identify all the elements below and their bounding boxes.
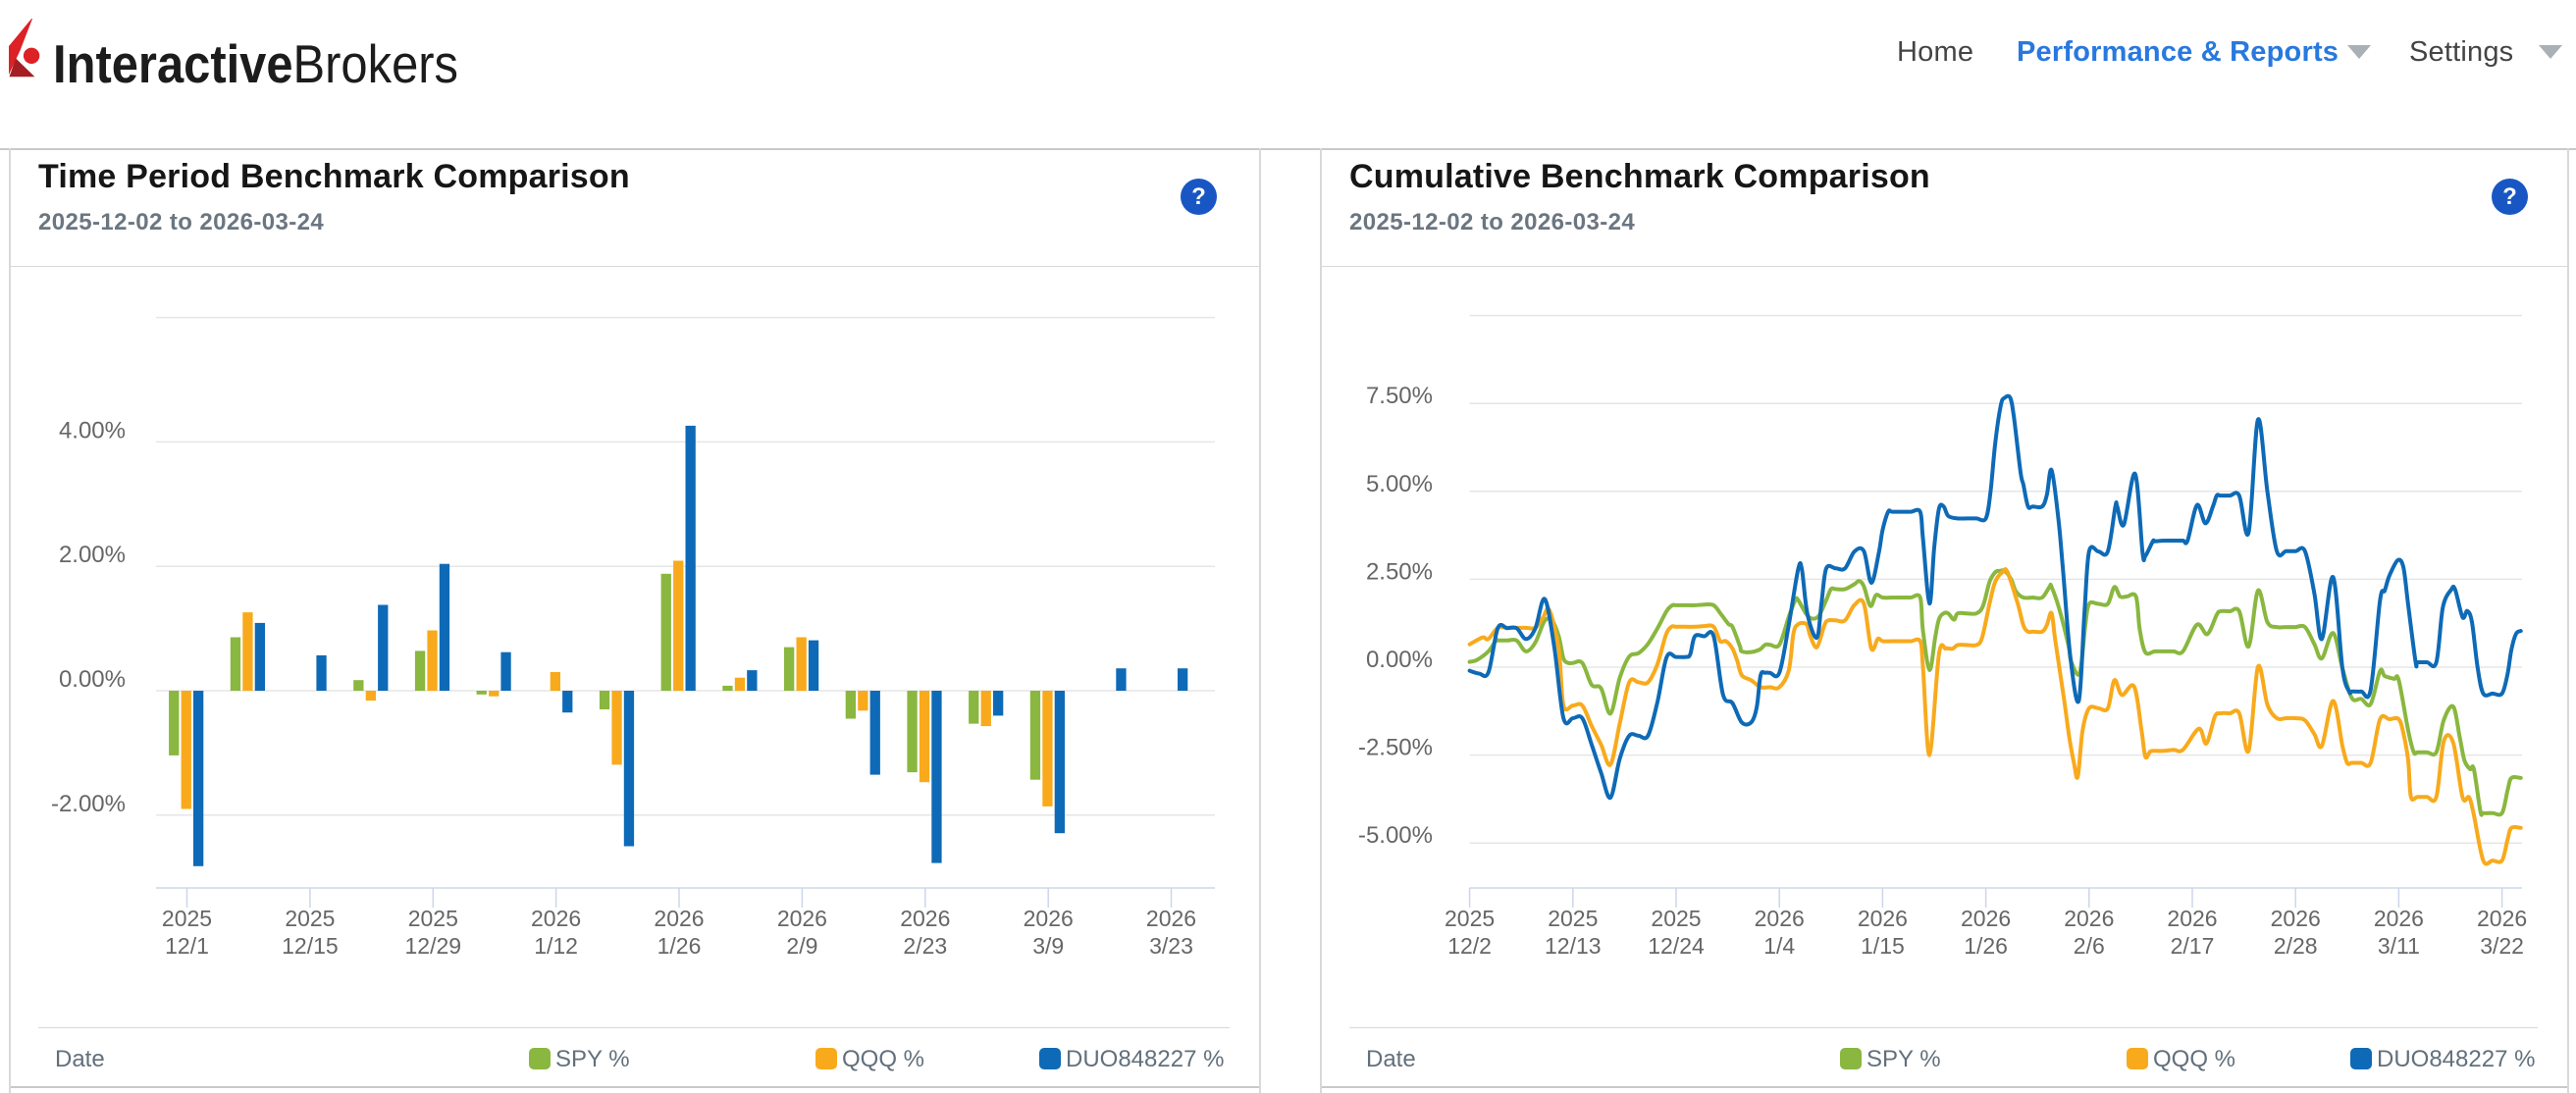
svg-text:7.50%: 7.50% xyxy=(1366,383,1433,409)
svg-text:12/13: 12/13 xyxy=(1545,933,1602,959)
svg-text:3/23: 3/23 xyxy=(1149,933,1193,959)
svg-text:-2.50%: -2.50% xyxy=(1358,735,1433,761)
svg-text:1/26: 1/26 xyxy=(657,933,702,959)
svg-text:2026: 2026 xyxy=(2064,906,2114,931)
svg-text:2/6: 2/6 xyxy=(2074,933,2105,959)
svg-text:0.00%: 0.00% xyxy=(1366,647,1433,673)
svg-text:2.50%: 2.50% xyxy=(1366,558,1433,585)
svg-text:3/9: 3/9 xyxy=(1032,933,1064,959)
svg-text:1/4: 1/4 xyxy=(1763,933,1795,959)
svg-text:2025: 2025 xyxy=(1548,906,1598,931)
svg-text:2026: 2026 xyxy=(1024,906,1074,931)
svg-text:2025: 2025 xyxy=(408,906,458,931)
svg-text:2026: 2026 xyxy=(1755,906,1805,931)
svg-text:1/26: 1/26 xyxy=(1964,933,2008,959)
svg-text:12/1: 12/1 xyxy=(165,933,209,959)
svg-text:2026: 2026 xyxy=(2271,906,2321,931)
svg-text:12/2: 12/2 xyxy=(1447,933,1492,959)
svg-text:2026: 2026 xyxy=(1146,906,1196,931)
svg-text:12/29: 12/29 xyxy=(405,933,462,959)
svg-text:2/9: 2/9 xyxy=(786,933,817,959)
svg-text:InteractiveBrokers: InteractiveBrokers xyxy=(53,33,458,87)
svg-text:0.00%: 0.00% xyxy=(59,666,126,693)
svg-text:-2.00%: -2.00% xyxy=(51,791,126,817)
svg-text:2025: 2025 xyxy=(162,906,212,931)
svg-text:1/15: 1/15 xyxy=(1861,933,1905,959)
svg-text:2025: 2025 xyxy=(285,906,335,931)
svg-text:-5.00%: -5.00% xyxy=(1358,822,1433,849)
svg-text:2026: 2026 xyxy=(1961,906,2011,931)
svg-text:2026: 2026 xyxy=(1858,906,1908,931)
svg-text:2026: 2026 xyxy=(777,906,827,931)
svg-text:2.00%: 2.00% xyxy=(59,542,126,568)
svg-text:2026: 2026 xyxy=(654,906,704,931)
svg-text:3/22: 3/22 xyxy=(2480,933,2524,959)
svg-text:2026: 2026 xyxy=(2167,906,2217,931)
svg-text:2026: 2026 xyxy=(531,906,581,931)
svg-text:2025: 2025 xyxy=(1445,906,1495,931)
svg-text:2/23: 2/23 xyxy=(903,933,947,959)
svg-text:3/11: 3/11 xyxy=(2378,933,2420,959)
svg-text:4.00%: 4.00% xyxy=(59,417,126,443)
svg-text:1/12: 1/12 xyxy=(534,933,578,959)
svg-text:2/28: 2/28 xyxy=(2274,933,2318,959)
svg-text:2026: 2026 xyxy=(2374,906,2424,931)
svg-text:2026: 2026 xyxy=(2477,906,2527,931)
svg-text:2/17: 2/17 xyxy=(2171,933,2215,959)
svg-text:2025: 2025 xyxy=(1651,906,1701,931)
svg-text:12/15: 12/15 xyxy=(282,933,339,959)
svg-text:12/24: 12/24 xyxy=(1648,933,1705,959)
svg-text:2026: 2026 xyxy=(900,906,950,931)
svg-text:5.00%: 5.00% xyxy=(1366,471,1433,497)
